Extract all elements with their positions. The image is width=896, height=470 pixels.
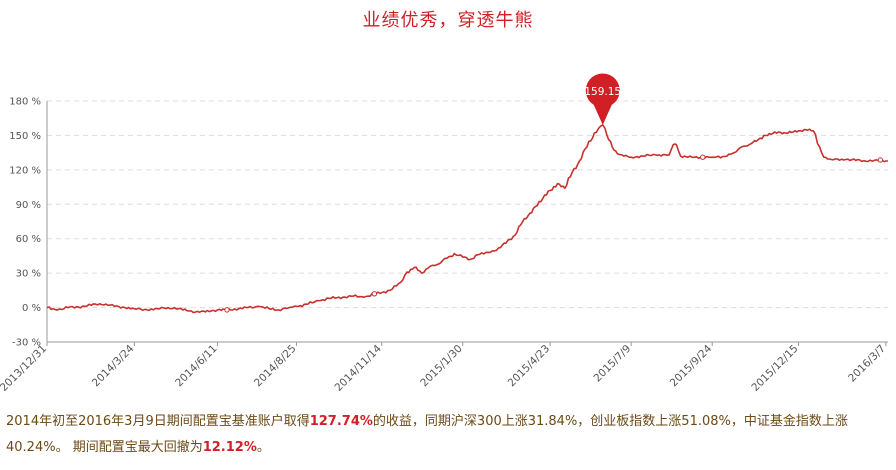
x-tick-label: 2015/7/9 (591, 343, 633, 385)
performance-line-chart: -30 % 0 % 30 % 60 % 90 % 120 % 150 % 180 % 2013… (0, 73, 888, 394)
x-tick-labels: 2013/12/31 2014/3/24 2014/6/11 2014/8/25 201… (0, 342, 888, 394)
x-tick-label: 2013/12/31 (0, 343, 49, 394)
y-tick-label: 120 % (9, 165, 41, 176)
data-point (371, 291, 378, 297)
y-tick-label: 30 % (16, 269, 41, 280)
x-tick-label: 2015/9/24 (668, 342, 715, 389)
performance-summary: 2014年初至2016年3月9日期间配置宝基准账户取得127.74%的收益，同期… (6, 409, 890, 461)
x-tick-label: 2014/11/14 (333, 342, 385, 394)
y-tick-label: 90 % (16, 200, 41, 211)
data-point (224, 307, 230, 313)
y-tick-label: 150 % (9, 131, 41, 142)
series-layer (46, 124, 888, 314)
peak-pin (585, 73, 620, 125)
drawdown-value: 12.12% (202, 440, 257, 455)
x-tick-label: 2015/1/30 (418, 343, 465, 390)
data-point (700, 154, 706, 160)
x-tick-label: 2016/3/7 (846, 343, 888, 385)
y-tick-label: -30 % (12, 338, 41, 349)
y-tick-labels: -30 % 0 % 30 % 60 % 90 % 120 % 150 % 180 % (9, 97, 41, 349)
grid-lines (47, 100, 888, 343)
y-tick-label: 180 % (9, 97, 41, 108)
x-tick-label: 2015/12/15 (749, 343, 800, 394)
peak-label: 159.15 (584, 86, 621, 98)
return-value: 127.74% (309, 414, 373, 429)
x-tick-label: 2014/8/25 (252, 343, 299, 390)
y-tick-label: 0 % (22, 303, 41, 314)
peak-marker: 159.15 (584, 73, 621, 125)
x-tick-label: 2015/4/23 (506, 343, 553, 390)
axes (46, 101, 888, 346)
y-tick-label: 60 % (16, 234, 41, 245)
series-line (46, 124, 888, 314)
x-tick-label: 2014/6/11 (173, 343, 220, 390)
summary-text-3: 。 (256, 440, 270, 455)
x-tick-label: 2014/3/24 (90, 342, 137, 389)
summary-text-1: 2014年初至2016年3月9日期间配置宝基准账户取得 (6, 414, 310, 429)
data-point (877, 157, 884, 163)
chart-title: 业绩优秀，穿透牛熊 (362, 10, 534, 31)
summary-text-2: 的收益，同期沪深300上涨31.84%，创业板指数上涨51.08%，中证基金指数… (6, 414, 848, 455)
